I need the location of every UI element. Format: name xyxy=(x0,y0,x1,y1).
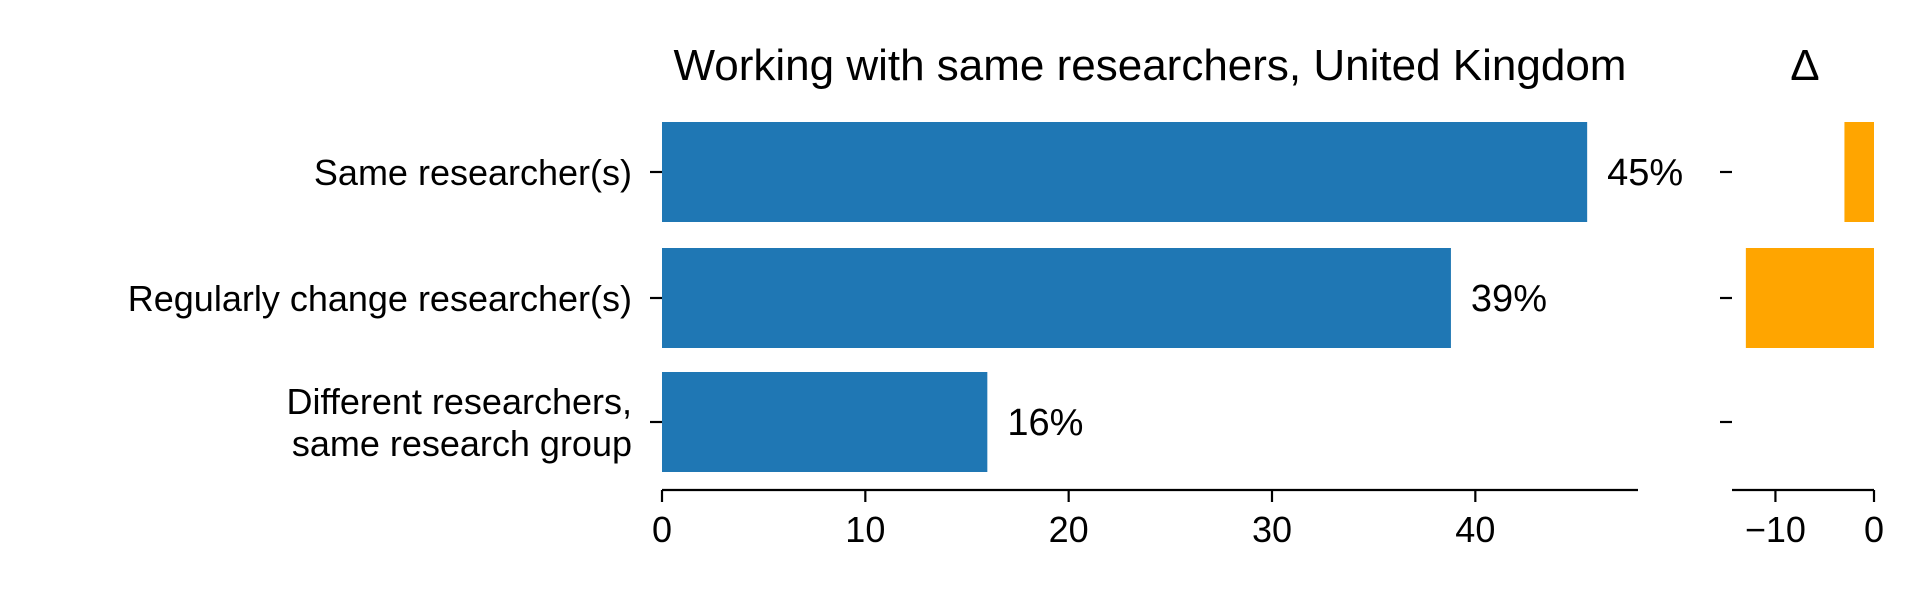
delta-x-tick-label: −10 xyxy=(1745,509,1806,550)
x-tick-label: 20 xyxy=(1049,509,1089,550)
data-label-2: 39% xyxy=(1471,278,1547,320)
chart-title: Working with same researchers, United Ki… xyxy=(674,41,1627,90)
x-tick-label: 10 xyxy=(845,509,885,550)
category-label: same research group xyxy=(292,423,632,464)
x-tick-label: 40 xyxy=(1455,509,1495,550)
delta-bar-2 xyxy=(1745,248,1874,348)
delta-x-tick-label: 0 xyxy=(1864,509,1884,550)
main-panel: Working with same researchers, United Ki… xyxy=(128,41,1683,550)
delta-title: Δ xyxy=(1790,41,1819,90)
category-label: Regularly change researcher(s) xyxy=(128,278,632,319)
delta-panel: Δ −10 0 xyxy=(1720,41,1884,550)
delta-bar-1 xyxy=(1844,122,1874,222)
data-label-1: 45% xyxy=(1607,152,1683,194)
x-tick-label: 30 xyxy=(1252,509,1292,550)
bar-3 xyxy=(662,372,988,472)
category-label: Same researcher(s) xyxy=(314,152,632,193)
category-label: Different researchers, xyxy=(287,381,632,422)
x-tick-label: 0 xyxy=(652,509,672,550)
bar-2 xyxy=(662,248,1451,348)
data-label-3: 16% xyxy=(1007,402,1083,444)
bar-1 xyxy=(662,122,1588,222)
